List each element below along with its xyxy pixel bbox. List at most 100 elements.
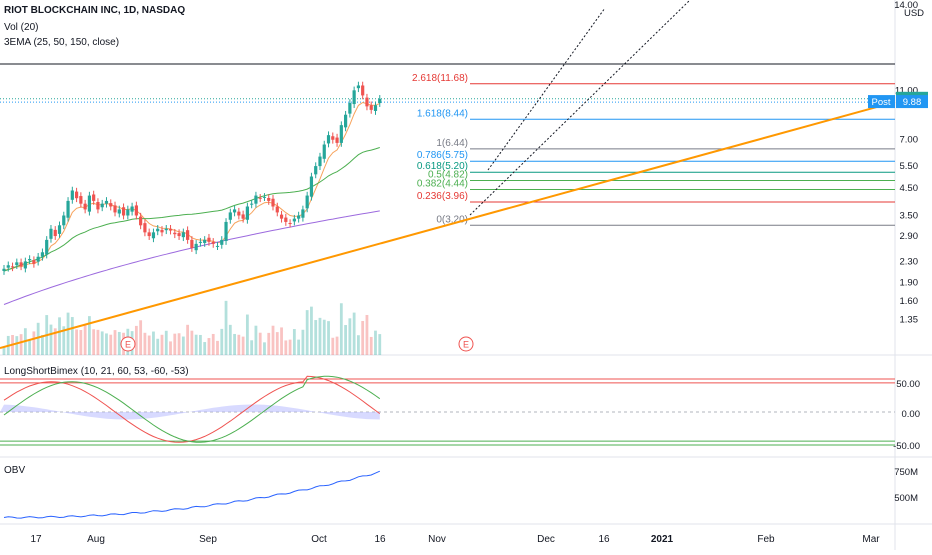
volume-bar [105, 333, 108, 355]
channel-line [469, 0, 691, 216]
candle-body [292, 218, 296, 222]
osc-fast-line [3, 375, 381, 443]
osc-tick: 0.00 [902, 409, 921, 420]
candle-body [262, 196, 267, 198]
obv-tick: 500M [894, 493, 918, 504]
price-axis[interactable]: 14.00 11.00 7.00 5.50 4.50 3.50 2.90 2.30 1.90 1.… [868, 0, 928, 504]
volume-bar [284, 340, 288, 355]
candle-body [15, 262, 19, 266]
candle-body [121, 207, 126, 216]
legend-oscillator[interactable]: LongShortBimex (10, 21, 60, 53, -60, -53… [4, 366, 189, 377]
candle-body [224, 221, 228, 241]
candle-body [96, 202, 100, 210]
time-tick: Sep [199, 534, 217, 545]
time-tick: Oct [311, 534, 327, 545]
candle-body [232, 209, 237, 213]
candle-body [117, 209, 121, 214]
time-tick: Nov [428, 534, 446, 545]
volume-bar [263, 342, 266, 355]
legend-ema[interactable]: 3EMA (25, 50, 150, close) [4, 37, 120, 48]
volume-bar [156, 338, 160, 355]
legend-symbol[interactable]: RIOT BLOCKCHAIN INC, 1D, NASDAQ [4, 5, 185, 17]
candle-body [241, 214, 245, 219]
obv-pane [3, 470, 381, 519]
volume-bar [237, 334, 241, 355]
earnings-marker [458, 336, 474, 352]
candle-body [83, 203, 87, 210]
volume-bar [203, 342, 207, 355]
candle-body [318, 156, 322, 167]
price-tick: 11.00 [895, 85, 918, 96]
legend-volume[interactable]: Vol (20) [4, 22, 39, 33]
volume-bar [36, 322, 40, 355]
fib-label: 0.5(4.82) [428, 170, 468, 181]
time-tick: Feb [757, 534, 775, 545]
candle-body [305, 195, 309, 209]
candle-body [181, 232, 185, 238]
candle-body [365, 97, 369, 107]
candle-body [147, 232, 151, 237]
candle-body [92, 194, 96, 201]
candle-body [326, 135, 331, 144]
legend-obv[interactable]: OBV [4, 465, 26, 476]
price-tick: 14.00 [894, 0, 918, 11]
candle-body [45, 239, 49, 255]
volume-bar [288, 339, 292, 355]
osc-tick: -50.00 [893, 441, 920, 452]
obv-tick: 750M [894, 467, 918, 478]
fib-retracement[interactable]: 2.618(11.68) 1.618(8.44) 1(6.44)0.786(5.75… [0, 63, 895, 226]
fib-label: 0.382(4.44) [417, 178, 468, 189]
candle-body [143, 223, 147, 233]
support-trendline [0, 101, 896, 349]
volume-bar [211, 333, 215, 355]
fib-label: 1(6.44) [436, 138, 468, 149]
candle-body [113, 205, 117, 213]
candle-body [309, 176, 314, 197]
candle-body [250, 203, 254, 205]
volume-bar [169, 341, 172, 355]
volume-bar [117, 331, 121, 355]
fib-label: 1.618(8.44) [417, 108, 468, 119]
volume-bar [369, 336, 373, 355]
candle-body [104, 200, 109, 204]
volume-bar [58, 317, 61, 355]
candle-body [348, 102, 352, 114]
price-tick: 5.50 [900, 161, 919, 172]
candle-body [279, 214, 284, 219]
candle-body [356, 85, 361, 89]
volume-bar [348, 318, 352, 355]
candle-body [66, 200, 70, 218]
volume-bar [96, 329, 100, 355]
time-axis[interactable]: 17 Aug Sep Oct 16 Nov Dec 16 2021 Feb Mar [30, 534, 880, 545]
volume-bar [83, 325, 87, 355]
time-tick: Dec [537, 534, 555, 545]
volume-bar [160, 334, 164, 355]
volume-bar [79, 329, 83, 355]
candle-body [10, 266, 15, 268]
volume-bar [32, 331, 36, 355]
candle-body [344, 114, 348, 128]
volume-bar [199, 334, 202, 355]
volume-bar [139, 320, 143, 355]
candle-body [335, 137, 339, 143]
price-tick: 4.50 [900, 183, 919, 194]
candle-body [331, 136, 335, 140]
trendlines[interactable] [0, 0, 896, 349]
volume-bar [292, 329, 296, 355]
candle-body [271, 198, 275, 207]
candle-body [361, 85, 365, 96]
volume-bar [361, 320, 365, 355]
volume-bar [113, 330, 117, 355]
volume-bar [322, 319, 326, 355]
volume-bar [41, 335, 44, 355]
volume-bar [143, 332, 147, 355]
candle-body [160, 229, 164, 233]
volume-bar [216, 340, 219, 355]
candle-body [6, 265, 10, 268]
candle-body [19, 262, 23, 267]
post-price-tag [896, 95, 928, 109]
post-label: Post [871, 97, 890, 108]
